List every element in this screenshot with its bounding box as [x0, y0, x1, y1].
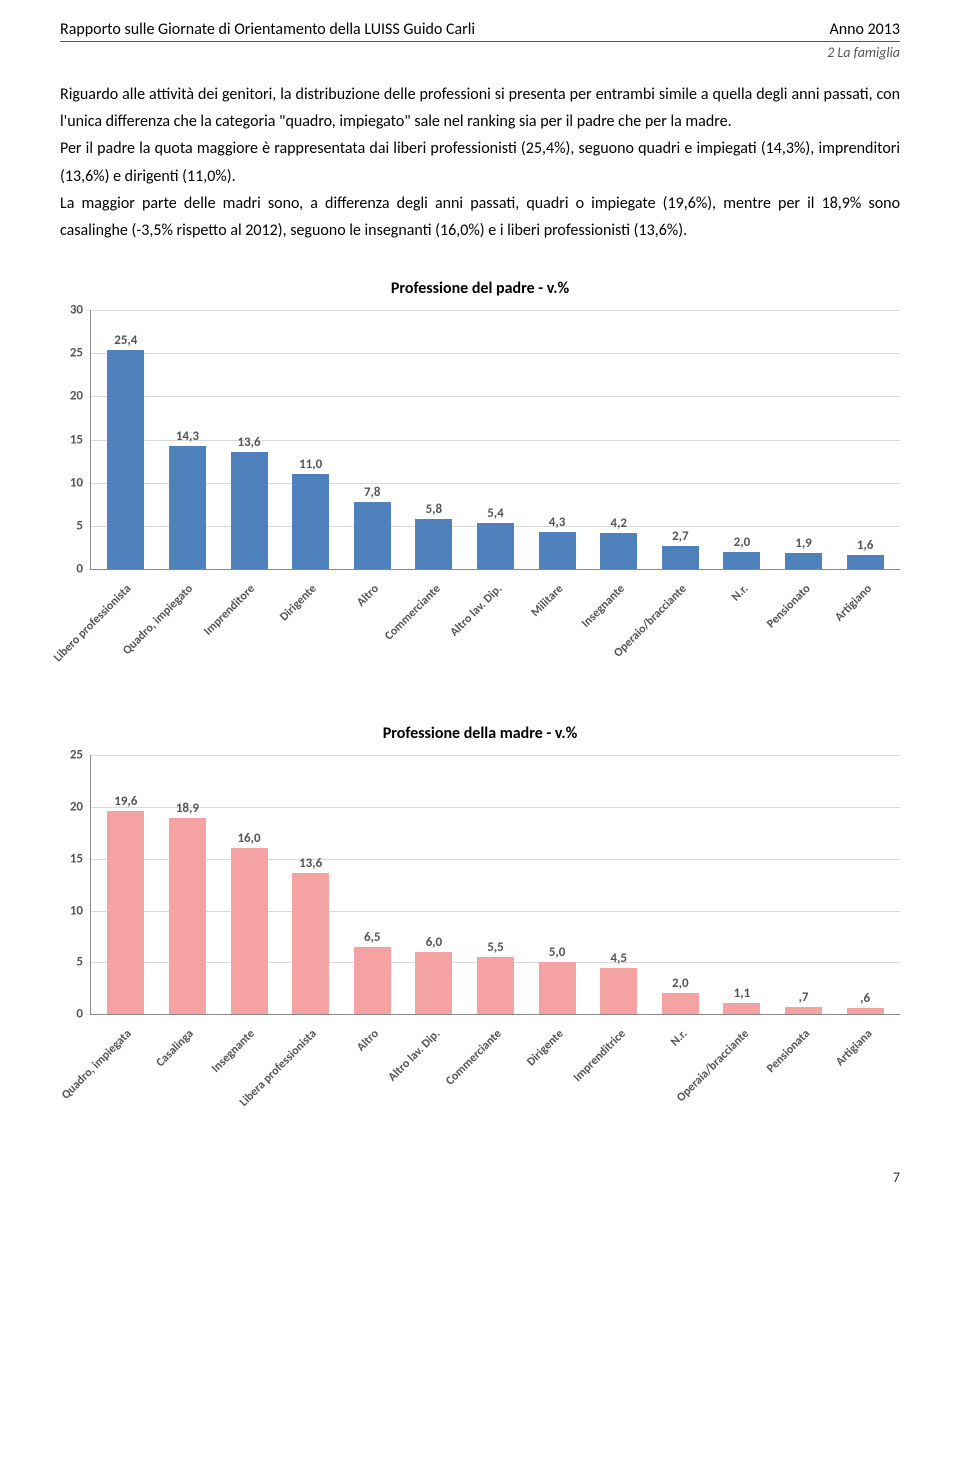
x-tick-label: Artigiana	[833, 1027, 875, 1069]
page-header: Rapporto sulle Giornate di Orientamento …	[60, 20, 900, 42]
x-tick-label: Artigiano	[833, 582, 875, 624]
bar: 2,7	[649, 310, 711, 569]
bar-value-label: 7,8	[364, 485, 381, 500]
bar: 5,0	[526, 755, 588, 1014]
bar-value-label: 2,7	[672, 529, 689, 544]
bar-value-label: 1,6	[857, 538, 874, 553]
bar: 18,9	[157, 755, 219, 1014]
bar-value-label: 6,5	[364, 930, 381, 945]
bar: 4,5	[588, 755, 650, 1014]
bar: 4,3	[526, 310, 588, 569]
bar-value-label: ,6	[860, 991, 870, 1006]
bar: 13,6	[218, 310, 280, 569]
bar: 1,9	[773, 310, 835, 569]
x-tick-label: Casalinga	[153, 1027, 196, 1070]
bar-value-label: 18,9	[176, 801, 199, 816]
x-tick-label: Libero professionista	[52, 582, 135, 665]
y-tick-label: 10	[70, 475, 91, 490]
bar-value-label: 16,0	[237, 831, 260, 846]
x-tick-label: Militare	[529, 582, 567, 620]
y-tick-label: 0	[76, 1007, 91, 1022]
x-tick-label: Altro	[354, 582, 382, 610]
header-right: Anno 2013	[829, 20, 900, 39]
bar: 11,0	[280, 310, 342, 569]
bar-value-label: 11,0	[299, 457, 322, 472]
bar: 4,2	[588, 310, 650, 569]
x-tick-label: Dirigente	[278, 582, 320, 624]
bar-value-label: 4,5	[610, 951, 627, 966]
bar: 1,1	[711, 755, 773, 1014]
x-tick-label: Altro	[354, 1027, 382, 1055]
chart-title: Professione della madre - v.%	[60, 724, 900, 743]
chart-plot-area: 051015202519,618,916,013,66,56,05,55,04,…	[90, 755, 900, 1015]
paragraph: La maggior parte delle madri sono, a dif…	[60, 190, 900, 244]
header-left: Rapporto sulle Giornate di Orientamento …	[60, 20, 475, 39]
bar-value-label: 13,6	[299, 856, 322, 871]
y-tick-label: 25	[70, 346, 91, 361]
bar-value-label: 1,9	[795, 536, 812, 551]
y-tick-label: 0	[76, 562, 91, 577]
x-tick-label: Quadro, impiegata	[59, 1027, 134, 1102]
x-tick-label: Insegnante	[580, 582, 629, 631]
bar-value-label: 4,3	[549, 515, 566, 530]
bar-value-label: 5,4	[487, 506, 504, 521]
x-tick-label: Dirigente	[524, 1027, 566, 1069]
bar: 19,6	[95, 755, 157, 1014]
bar: 13,6	[280, 755, 342, 1014]
y-tick-label: 5	[76, 518, 91, 533]
bar-value-label: ,7	[799, 990, 809, 1005]
y-tick-label: 15	[70, 851, 91, 866]
bar: 5,5	[465, 755, 527, 1014]
bar: 5,4	[465, 310, 527, 569]
y-tick-label: 20	[70, 389, 91, 404]
bar-value-label: 19,6	[114, 794, 137, 809]
bar: ,6	[834, 755, 896, 1014]
chart-padre: Professione del padre - v.% 0 5 10 15 20 25 30…	[60, 279, 900, 654]
bar-value-label: 5,8	[426, 502, 443, 517]
bar: 2,0	[649, 755, 711, 1014]
chart-title: Professione del padre - v.%	[60, 279, 900, 298]
bar: 5,8	[403, 310, 465, 569]
bar: ,7	[773, 755, 835, 1014]
bar-value-label: 2,0	[734, 535, 751, 550]
bar-value-label: 13,6	[237, 435, 260, 450]
x-tick-label: Insegnante	[209, 1027, 258, 1076]
y-tick-label: 10	[70, 903, 91, 918]
bar: 6,0	[403, 755, 465, 1014]
y-tick-label: 5	[76, 955, 91, 970]
bar: 25,4	[95, 310, 157, 569]
body-text: Riguardo alle attività dei genitori, la …	[60, 81, 900, 244]
bar-value-label: 6,0	[426, 935, 443, 950]
y-tick-label: 15	[70, 432, 91, 447]
y-tick-label: 25	[70, 748, 91, 763]
paragraph: Riguardo alle attività dei genitori, la …	[60, 81, 900, 135]
y-tick-label: 30	[70, 303, 91, 318]
bar-value-label: 14,3	[176, 429, 199, 444]
bar-value-label: 5,0	[549, 945, 566, 960]
bar: 6,5	[341, 755, 403, 1014]
chart-plot-area: 05101520253025,414,313,611,07,85,85,44,3…	[90, 310, 900, 570]
x-tick-label: N.r.	[668, 1027, 690, 1049]
bar: 2,0	[711, 310, 773, 569]
bar-value-label: 4,2	[610, 516, 627, 531]
bar-value-label: 1,1	[734, 986, 751, 1001]
y-tick-label: 20	[70, 799, 91, 814]
paragraph: Per il padre la quota maggiore è rappres…	[60, 135, 900, 189]
bar-value-label: 5,5	[487, 940, 504, 955]
bar: 1,6	[834, 310, 896, 569]
bar: 16,0	[218, 755, 280, 1014]
header-subtitle: 2 La famiglia	[60, 44, 900, 61]
chart-x-axis: Quadro, impiegataCasalingaInsegnanteLibe…	[90, 1019, 900, 1099]
x-tick-label: N.r.	[729, 582, 751, 604]
bar-value-label: 2,0	[672, 976, 689, 991]
x-tick-label: Pensionata	[764, 1027, 813, 1076]
bar: 7,8	[341, 310, 403, 569]
chart-x-axis: Libero professionistaQuadro, impiegatoIm…	[90, 574, 900, 654]
chart-madre: Professione della madre - v.% 0 5 10 15 20 25…	[60, 724, 900, 1099]
page-number: 7	[60, 1169, 900, 1186]
bar-value-label: 25,4	[114, 333, 137, 348]
bar: 14,3	[157, 310, 219, 569]
